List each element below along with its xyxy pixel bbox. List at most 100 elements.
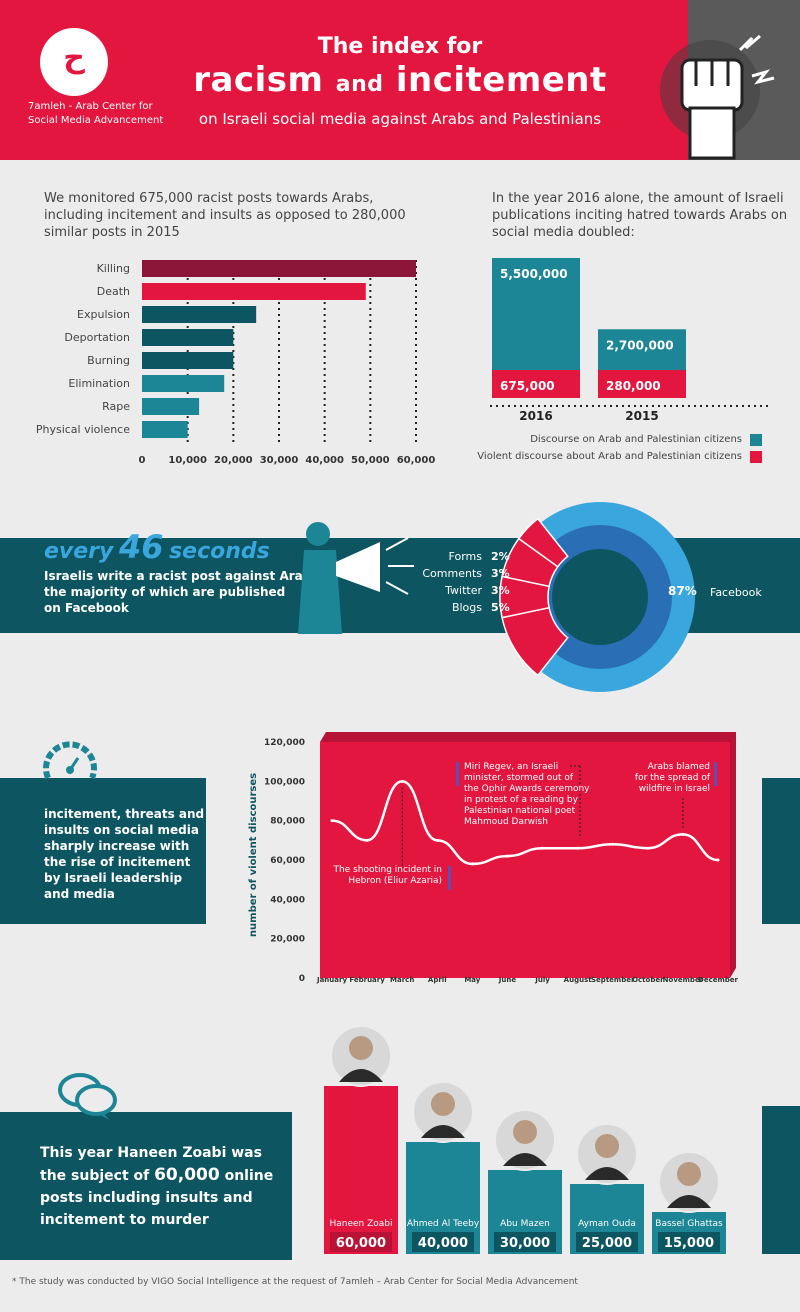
title-incitement: incitement [395,60,607,100]
zoabi-text-panel [0,1112,292,1260]
donut-label-comments: Comments [422,567,482,580]
logo-icon: ح [63,40,85,75]
year-label-2016: 2016 [519,409,552,423]
donut-label-forms: Forms [449,550,483,563]
marker-shooting [448,866,451,890]
x-tick-label: 30,000 [260,455,299,466]
bar-physical-violence [142,421,188,438]
person-face-bassel-ghattas [677,1162,701,1186]
line-point-february [365,838,369,842]
title-line1: The index for [317,34,483,59]
seconds-text-line2: the majority of which are published [44,585,286,599]
person-value-bassel-ghattas: 15,000 [664,1236,714,1251]
person-value-haneen-zoabi: 60,000 [336,1236,386,1251]
zoabi-text-line2c: online [219,1168,274,1184]
person-value-ahmed-al-teeby: 40,000 [418,1236,468,1251]
bar-label-expulsion: Expulsion [77,308,130,321]
person-value-box-abu-mazen [494,1232,556,1252]
trend-right-panel [762,778,800,924]
bar-burning [142,352,234,369]
y-tick-label: 20,000 [270,935,305,945]
x-tick-december: December [698,976,739,984]
monthly-line-chart: 0 20,000 40,000 60,000 80,000 100,000 120,000 n… [248,732,739,984]
person-value-box-ayman-ouda [576,1232,638,1252]
line-point-june [505,854,509,858]
annotation-regev-line4: in protest of a reading by [464,795,578,805]
person-body-haneen-zoabi [339,1069,383,1082]
slice-forms [517,517,569,568]
line-point-october [646,846,650,850]
legend-teal-swatch [750,434,762,446]
trend-text-line6: and media [44,887,115,901]
seconds-text-line1: Israelis write a racist post against Ara… [44,569,324,583]
legend-red-label: Violent discourse about Arab and Palesti… [477,451,742,462]
x-tick-october: October [632,976,664,984]
y-tick-label: 40,000 [270,895,305,905]
label-teal-2015: 2,700,000 [606,338,674,352]
title-main: racism and incitement [160,60,640,100]
logo-circle [40,28,108,96]
x-tick-april: April [428,976,447,984]
line-point-may [470,862,474,866]
persons-bar-chart: Haneen Zoabi 60,000 Ahmed Al Teeby 40,000 Ab… [324,1025,726,1254]
person-face-haneen-zoabi [349,1036,373,1060]
annotation-wildfire-line1: Arabs blamed [647,762,710,772]
person-face-ayman-ouda [595,1134,619,1158]
person-value-abu-mazen: 30,000 [500,1236,550,1251]
monitor-intro-line2: including incitement and insults as oppo… [44,208,406,223]
title-and: and [335,72,384,97]
x-tick-june: June [498,976,517,984]
y-tick-label: 0 [299,974,305,984]
trend-text-line4: the rise of incitement [44,855,191,869]
y-axis-label: number of violent discourses [248,773,259,937]
year-label-2015: 2015 [625,409,658,423]
bar-label-deportation: Deportation [64,331,130,344]
person-body-bassel-ghattas [667,1195,711,1208]
person-value-ayman-ouda: 25,000 [582,1236,632,1251]
person-name-ahmed-al-teeby: Ahmed Al Teeby [407,1219,480,1229]
x-tick-label: 10,000 [168,455,207,466]
trend-text-line1: incitement, threats and [44,807,205,821]
marker-regev [456,762,459,786]
legend-teal-label: Discourse on Arab and Palestinian citize… [530,434,742,445]
annotation-regev-line5: Palestinian national poet [464,806,576,816]
annotation-wildfire-line3: wildfire in Israel [638,784,710,794]
seconds-every: every [44,539,114,564]
x-tick-september: September [591,976,635,984]
bar-expulsion [142,306,257,323]
org-name-line2: Social Media Advancement [28,115,164,126]
trend-text-line2: insults on social media [44,823,199,837]
racism-terms-bar-chart: 0 10,000 20,000 30,000 40,000 50,000 60,000 Kil… [36,260,435,466]
bar-rape [142,398,200,415]
title-subtitle: on Israeli social media against Arabs an… [198,110,602,128]
plot-area [320,742,730,978]
annotation-regev-line2: minister, stormed out of [464,773,574,783]
person-name-haneen-zoabi: Haneen Zoabi [329,1219,392,1229]
x-tick-november: November [663,976,704,984]
person-name-abu-mazen: Abu Mazen [500,1219,550,1229]
x-tick-may: May [464,976,480,984]
slice-blogs [501,606,569,677]
footer-note: * The study was conducted by VIGO Social… [12,1277,578,1287]
label-red-2015: 280,000 [606,379,661,393]
donut-value-twitter: 3% [491,584,510,597]
label-red-2016: 675,000 [500,379,555,393]
bar-label-physical-violence: Physical violence [36,423,130,436]
monitor-intro-line1: We monitored 675,000 racist posts toward… [44,191,374,206]
bar-deportation [142,329,234,346]
annotation-regev-line1: Miri Regev, an Israeli [464,762,559,772]
seconds-headline: every 46 seconds [44,528,270,566]
zoabi-text-line2: the subject of 60,000 online [40,1164,273,1187]
annotation-shooting-line2: Hebron (Eliur Azaria) [348,876,442,886]
donut-label-twitter: Twitter [444,584,482,597]
donut-label-facebook: Facebook [710,586,762,599]
annotation-shooting: The shooting incident in Hebron (Eliur A… [326,865,442,887]
donut-label-blogs: Blogs [452,601,482,614]
annotation-regev-line6: Mahmoud Darwish [464,817,548,827]
x-tick-label: 20,000 [214,455,253,466]
bar-label-death: Death [97,285,130,298]
trend-text-line5: by Israeli leadership [44,871,183,885]
seconds-word: seconds [169,539,270,564]
person-face-abu-mazen [513,1120,537,1144]
line-point-december [716,858,720,862]
